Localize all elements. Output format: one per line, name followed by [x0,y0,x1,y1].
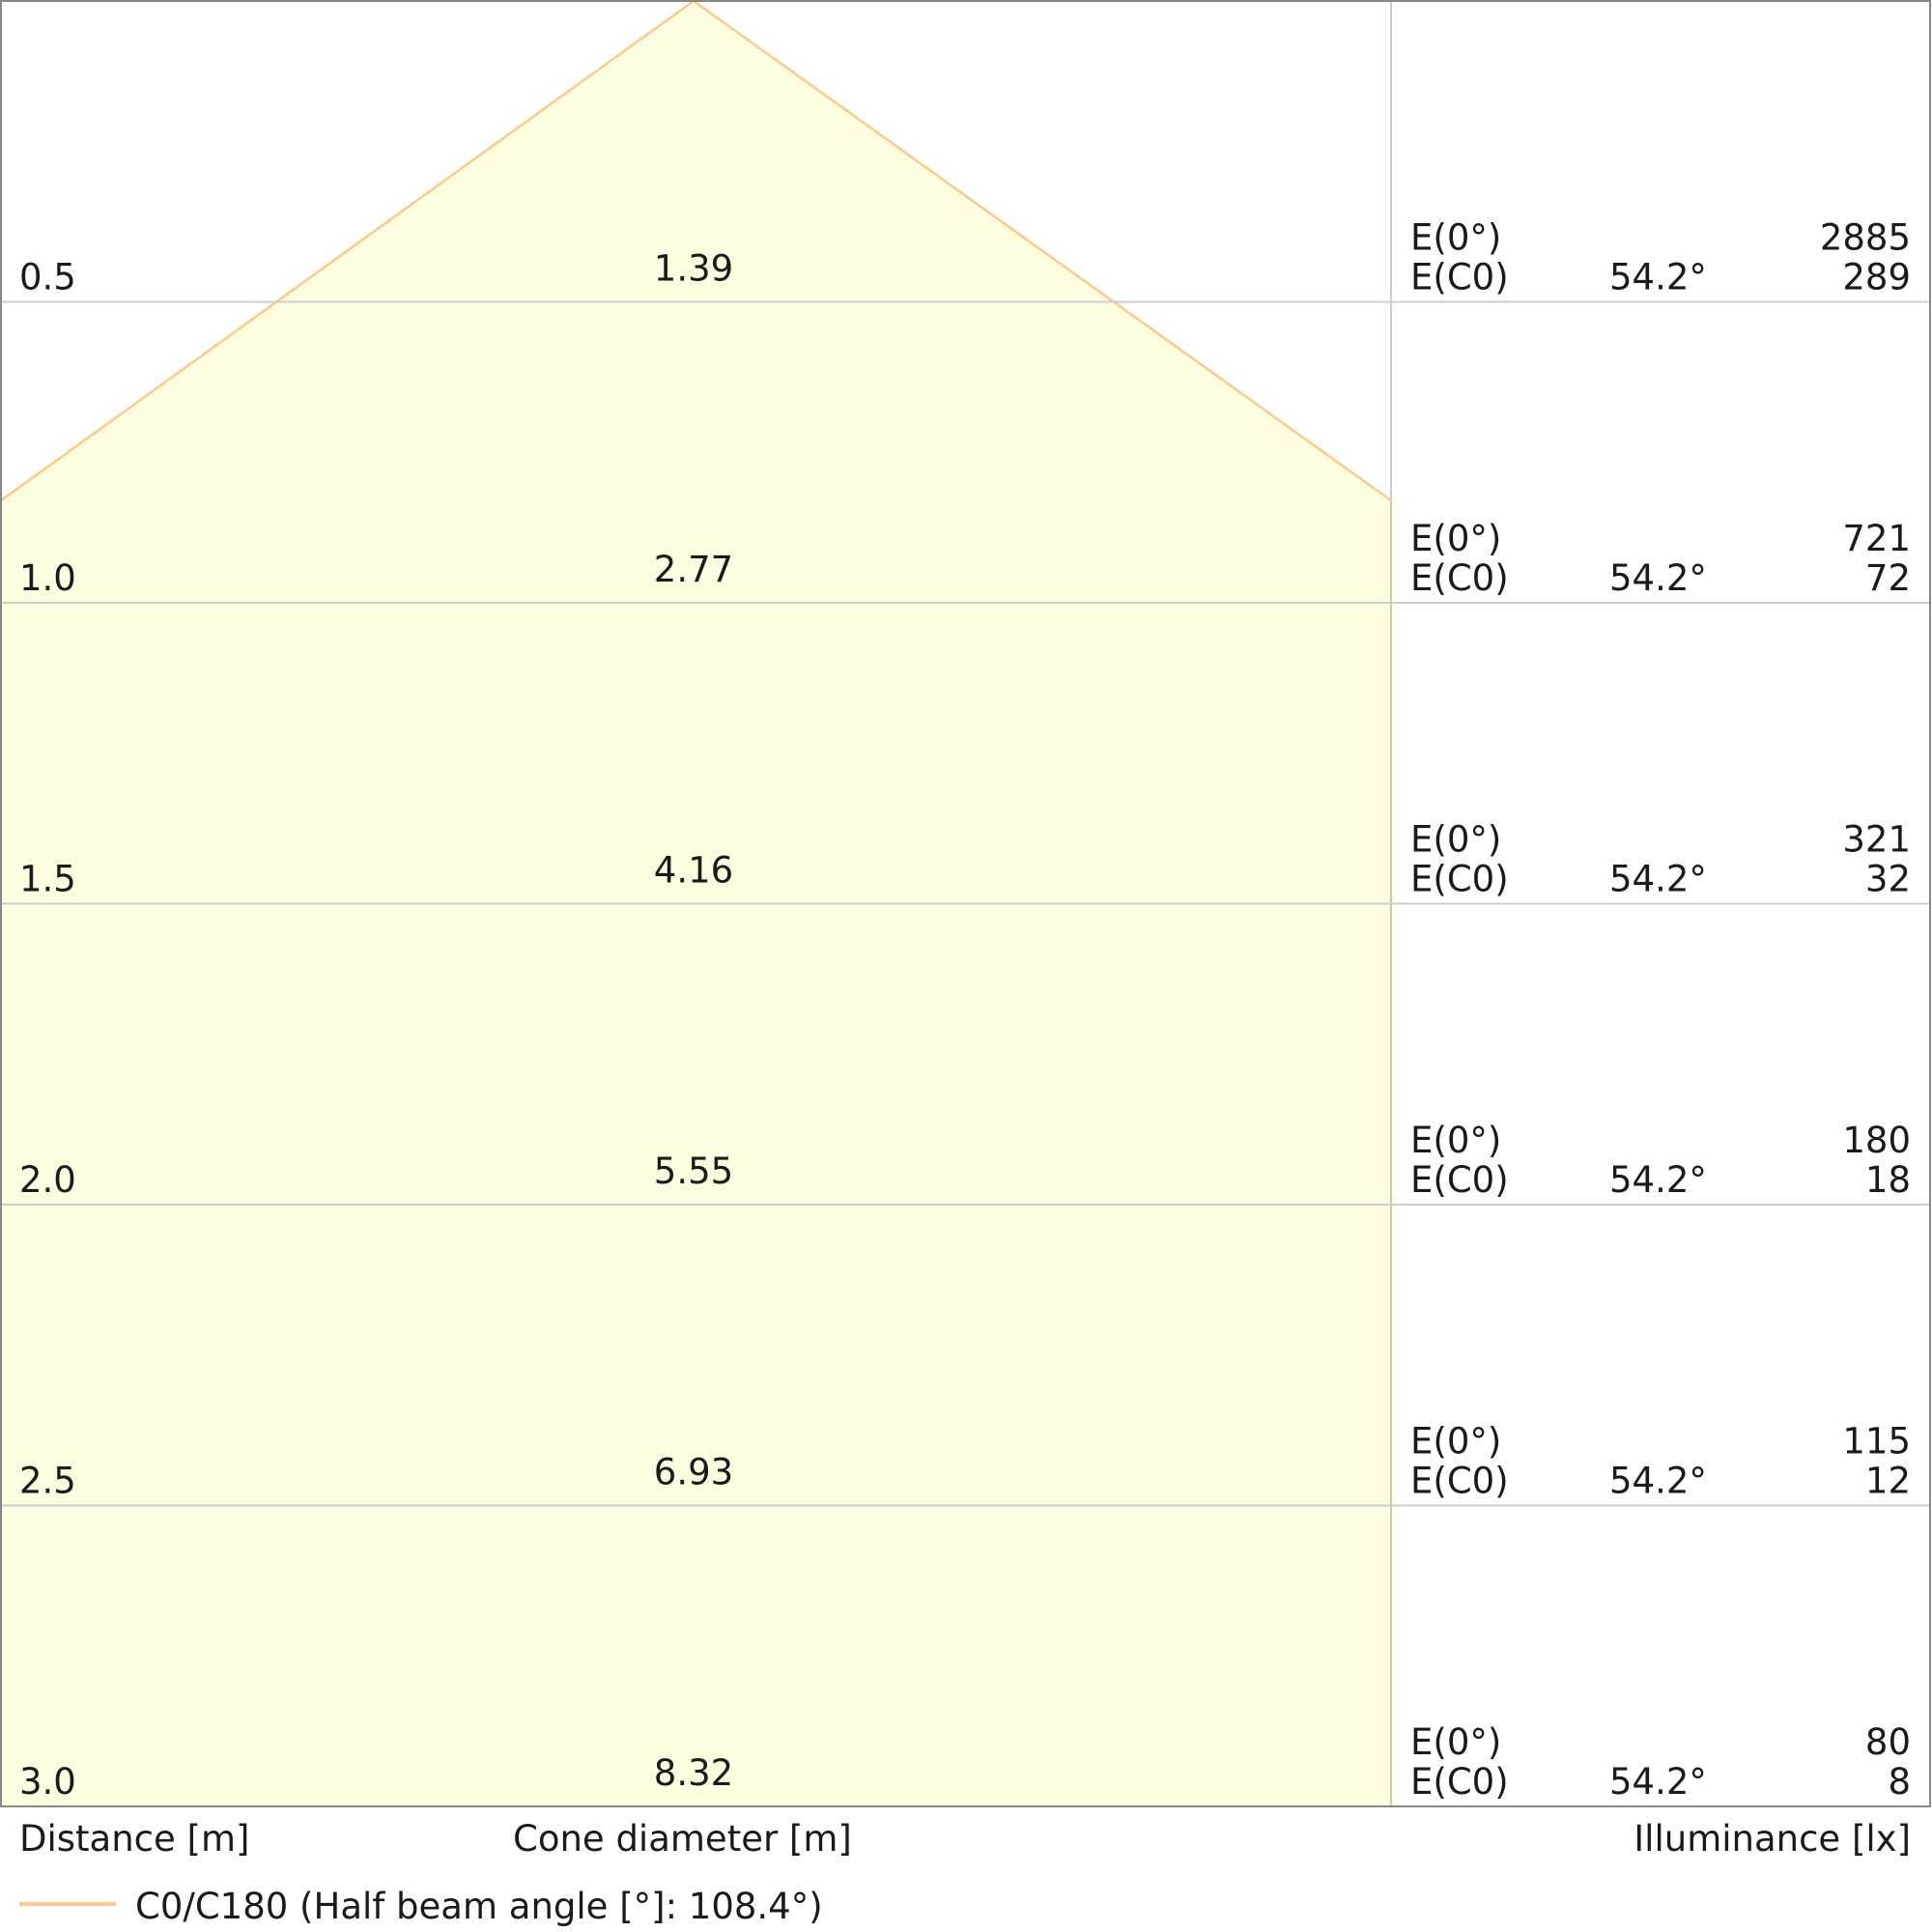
e0-value: 115 [1842,1421,1911,1463]
ec0-label: E(C0) [1410,257,1509,298]
distance-axis-label: Distance [m] [19,1818,249,1860]
cone-diameter-label: 5.55 [654,1151,733,1192]
legend-label: C0/C180 (Half beam angle [°]: 108.4°) [135,1886,823,1927]
e0-value: 321 [1842,819,1911,861]
ec0-label: E(C0) [1410,1761,1509,1803]
e0-label: E(0°) [1410,1120,1501,1161]
cone-axis-label: Cone diameter [m] [513,1818,852,1860]
angle-label: 54.2° [1609,1461,1707,1502]
ec0-value: 72 [1865,557,1911,599]
e0-value: 180 [1842,1120,1911,1161]
distance-label: 1.0 [19,557,76,599]
cone-diameter-label: 6.93 [654,1452,733,1493]
angle-label: 54.2° [1609,1761,1707,1803]
ec0-label: E(C0) [1410,1461,1509,1502]
cone-diameter-label: 1.39 [654,248,733,290]
chart-border [0,0,1931,1807]
e0-value: 721 [1842,518,1911,559]
e0-label: E(0°) [1410,518,1501,559]
angle-label: 54.2° [1609,1159,1707,1201]
cone-diameter-label: 8.32 [654,1752,733,1794]
angle-label: 54.2° [1609,557,1707,599]
e0-label: E(0°) [1410,217,1501,259]
ec0-label: E(C0) [1410,1159,1509,1201]
cone-diameter-label: 4.16 [654,850,733,892]
angle-label: 54.2° [1609,257,1707,298]
ec0-label: E(C0) [1410,859,1509,900]
ec0-value: 289 [1842,257,1911,298]
e0-label: E(0°) [1410,1721,1501,1763]
distance-label: 3.0 [19,1761,76,1803]
e0-value: 80 [1865,1721,1911,1763]
cone-diameter-label: 2.77 [654,549,733,590]
distance-label: 1.5 [19,859,76,900]
ec0-value: 8 [1888,1761,1911,1803]
distance-label: 2.5 [19,1461,76,1502]
e0-label: E(0°) [1410,1421,1501,1463]
distance-label: 0.5 [19,257,76,298]
ec0-label: E(C0) [1410,557,1509,599]
e0-label: E(0°) [1410,819,1501,861]
e0-value: 2885 [1820,217,1911,259]
angle-label: 54.2° [1609,859,1707,900]
illuminance-axis-label: Illuminance [lx] [1634,1818,1911,1860]
ec0-value: 12 [1865,1461,1911,1502]
ec0-value: 18 [1865,1159,1911,1201]
distance-label: 2.0 [19,1159,76,1201]
ec0-value: 32 [1865,859,1911,900]
